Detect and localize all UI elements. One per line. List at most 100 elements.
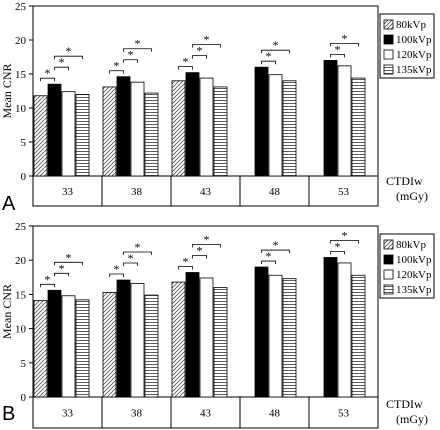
significance-bracket: [192, 44, 221, 48]
legend-entry: 80kVp: [396, 239, 426, 251]
bar-100kvp: [323, 257, 338, 398]
y-tick-label: 5: [21, 137, 27, 149]
bar-120kvp: [337, 262, 352, 398]
bar-135kvp: [282, 278, 297, 398]
x-axis-label: CTDIw: [386, 397, 423, 411]
significance-star: *: [45, 66, 51, 80]
significance-star: *: [114, 262, 120, 276]
significance-star: *: [266, 49, 272, 63]
significance-bracket: [40, 283, 55, 288]
bar-100kvp: [254, 66, 269, 177]
x-tick-label: 38: [131, 408, 143, 420]
significance-bracket: [330, 251, 345, 255]
x-tick-label: 53: [338, 408, 350, 420]
significance-bracket: [330, 240, 359, 244]
y-tick-label: 10: [15, 324, 27, 336]
y-tick-label: 15: [15, 289, 27, 301]
significance-bracket: [54, 261, 83, 266]
significance-star: *: [135, 240, 141, 254]
legend-swatch: [383, 269, 394, 280]
x-tick-label: 33: [62, 186, 74, 198]
bar-120kvp: [130, 283, 145, 398]
bar-120kvp: [61, 295, 76, 398]
significance-bracket: [123, 251, 152, 256]
legend-entry: 135kVp: [396, 284, 432, 296]
bar-120kvp: [268, 74, 283, 177]
significance-bracket: [261, 60, 276, 65]
significance-bracket: [178, 266, 193, 270]
significance-star: *: [197, 44, 203, 58]
bar-120kvp: [268, 274, 283, 398]
panel-letter: A: [2, 193, 16, 215]
y-tick-label: 5: [21, 358, 27, 370]
y-tick-label: 20: [15, 35, 27, 47]
significance-star: *: [128, 48, 134, 62]
significance-bracket: [261, 49, 290, 54]
significance-star: *: [59, 261, 65, 275]
significance-bracket: [54, 272, 69, 277]
bar-135kvp: [213, 287, 228, 398]
bar-120kvp: [199, 277, 214, 398]
bar-80kvp: [171, 281, 186, 398]
y-axis-label: Mean CNR: [0, 284, 14, 339]
significance-star: *: [128, 251, 134, 265]
bar-80kvp: [33, 95, 48, 177]
legend-swatch: [383, 19, 394, 30]
bar-100kvp: [116, 279, 131, 398]
legend-swatch: [383, 34, 394, 45]
y-tick-label: 10: [15, 103, 27, 115]
legend-entry: 80kVp: [396, 19, 426, 31]
significance-star: *: [135, 37, 141, 51]
bar-135kvp: [213, 86, 228, 177]
significance-bracket: [54, 66, 69, 71]
bar-135kvp: [282, 80, 297, 177]
x-tick-label: 53: [338, 186, 350, 198]
significance-bracket: [330, 54, 345, 58]
significance-star: *: [114, 59, 120, 73]
legend-swatch: [383, 239, 394, 250]
significance-star: *: [342, 228, 348, 242]
legend-swatch: [383, 64, 394, 75]
significance-bracket: [123, 48, 152, 52]
significance-bracket: [261, 260, 276, 265]
significance-star: *: [273, 238, 279, 252]
significance-bracket: [54, 55, 83, 60]
bar-100kvp: [185, 72, 200, 177]
bar-120kvp: [61, 91, 76, 177]
significance-bracket: [109, 70, 124, 74]
bar-100kvp: [323, 60, 338, 177]
bar-100kvp: [47, 83, 62, 177]
legend-swatch: [383, 254, 394, 265]
significance-star: *: [204, 33, 210, 47]
bar-80kvp: [171, 80, 186, 177]
significance-bracket: [261, 249, 290, 254]
significance-bracket: [192, 55, 207, 59]
x-tick-label: 48: [269, 408, 281, 420]
significance-star: *: [66, 44, 72, 58]
y-tick-label: 0: [21, 171, 27, 183]
significance-star: *: [183, 55, 189, 69]
significance-bracket: [109, 273, 124, 278]
significance-bracket: [123, 59, 138, 63]
significance-star: *: [204, 233, 210, 247]
x-tick-label: 38: [131, 186, 143, 198]
bar-135kvp: [351, 77, 366, 177]
bar-135kvp: [75, 299, 90, 398]
legend-entry: 100kVp: [396, 34, 432, 46]
y-tick-label: 25: [15, 221, 27, 233]
significance-bracket: [192, 255, 207, 259]
significance-star: *: [59, 55, 65, 69]
significance-star: *: [183, 255, 189, 269]
legend-swatch: [383, 284, 394, 295]
bar-80kvp: [102, 86, 117, 177]
legend-swatch: [383, 49, 394, 60]
significance-star: *: [45, 272, 51, 286]
y-tick-label: 15: [15, 69, 27, 81]
significance-bracket: [40, 77, 55, 82]
bar-135kvp: [144, 294, 159, 398]
x-tick-label: 43: [200, 408, 212, 420]
legend-entry: 120kVp: [396, 49, 432, 61]
significance-star: *: [266, 249, 272, 263]
legend-entry: 135kVp: [396, 64, 432, 76]
